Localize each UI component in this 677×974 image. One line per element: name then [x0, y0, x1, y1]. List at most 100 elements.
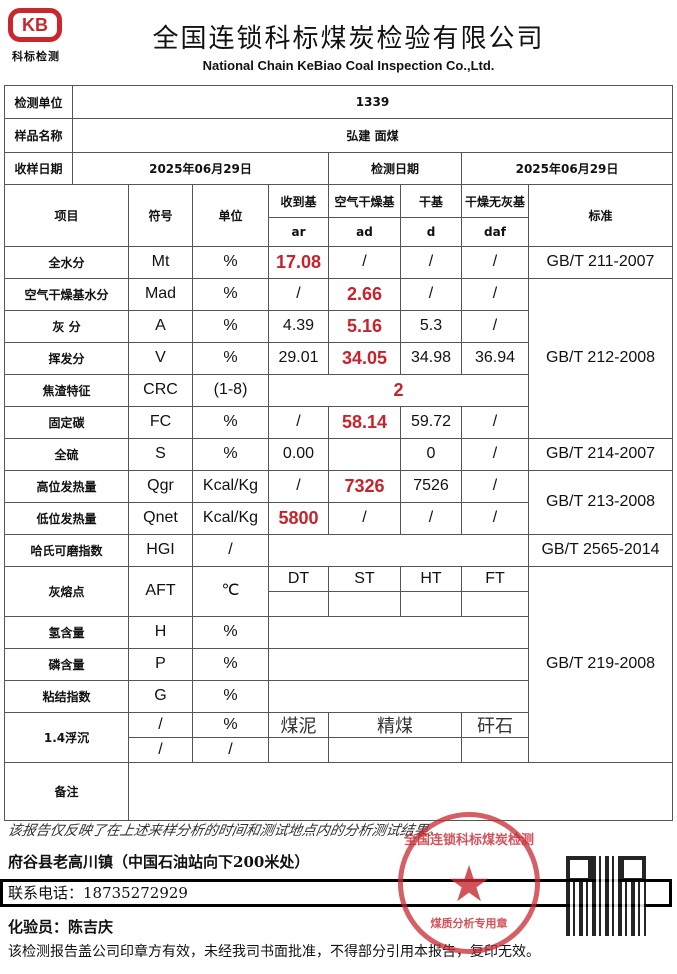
row-item: 灰熔点: [4, 566, 129, 617]
row-ad: [328, 438, 401, 471]
row-unit: %: [192, 680, 269, 713]
row-ar: 5800: [268, 502, 329, 535]
float-sink-value: [268, 737, 329, 763]
standard: GB/T 2565-2014: [528, 534, 673, 567]
row-unit: %: [192, 246, 269, 279]
standard: GB/T 214-2007: [528, 438, 673, 471]
row-unit: %: [192, 712, 269, 738]
row-ad: 58.14: [328, 406, 401, 439]
phone-box: [0, 879, 672, 907]
row-d: 0: [400, 438, 462, 471]
row-ad: 2.66: [328, 278, 401, 311]
row-item: 灰 分: [4, 310, 129, 343]
qr-code: [566, 856, 646, 936]
company-seal: 全国连锁科标煤炭检测 ★ 煤质分析专用章: [398, 812, 540, 954]
row-unit: Kcal/Kg: [192, 502, 269, 535]
col-standard: 标准: [528, 184, 673, 247]
row-daf: /: [461, 406, 529, 439]
col-d: d: [400, 217, 462, 247]
row-daf: /: [461, 278, 529, 311]
row-value: [268, 534, 529, 567]
row-d: 34.98: [400, 342, 462, 375]
row-d: /: [400, 278, 462, 311]
col-daf-cn: 干燥无灰基: [461, 184, 529, 218]
company-name-en: National Chain KeBiao Coal Inspection Co…: [202, 58, 495, 73]
row-item: 高位发热量: [4, 470, 129, 503]
row-value: 2: [268, 374, 529, 407]
row-daf: /: [461, 310, 529, 343]
row-symbol: AFT: [128, 566, 193, 617]
row-symbol: /: [128, 712, 193, 738]
company-name-cn: 全国连锁科标煤炭检验有限公司: [152, 24, 545, 54]
received-date: 2025年06月29日: [72, 152, 329, 185]
row-symbol: Qnet: [128, 502, 193, 535]
row-ad: /: [328, 502, 401, 535]
row-unit: %: [192, 648, 269, 681]
row-symbol: Qgr: [128, 470, 193, 503]
col-ar-cn: 收到基: [268, 184, 329, 218]
test-date: 2025年06月29日: [461, 152, 673, 185]
float-sink-value: [461, 737, 529, 763]
row-unit: %: [192, 342, 269, 375]
row-ad: 5.16: [328, 310, 401, 343]
row-ar: 0.00: [268, 438, 329, 471]
col-item: 项目: [4, 184, 129, 247]
logo-text: 科标检测: [12, 50, 60, 63]
col-symbol: 符号: [128, 184, 193, 247]
col-daf: daf: [461, 217, 529, 247]
row-symbol: HGI: [128, 534, 193, 567]
row-ar: 17.08: [268, 246, 329, 279]
validity-note: 该检测报告盖公司印章方有效，未经我司书面批准，不得部分引用本报告，复印无效。: [8, 944, 540, 960]
aft-value: [461, 591, 529, 617]
row-unit: /: [192, 534, 269, 567]
col-d-cn: 干基: [400, 184, 462, 218]
row-unit: %: [192, 616, 269, 649]
row-unit: Kcal/Kg: [192, 470, 269, 503]
row-daf: /: [461, 438, 529, 471]
row-symbol: P: [128, 648, 193, 681]
inspector: 化验员：陈吉庆: [8, 918, 114, 936]
row-unit: /: [192, 737, 269, 763]
row-value: [268, 680, 529, 713]
row-ar: /: [268, 278, 329, 311]
standard: GB/T 211-2007: [528, 246, 673, 279]
float-sink-header: 精煤: [328, 712, 462, 738]
row-daf: 36.94: [461, 342, 529, 375]
seal-bottom-text: 煤质分析专用章: [430, 917, 508, 930]
row-item: 挥发分: [4, 342, 129, 375]
row-unit: ℃: [192, 566, 269, 617]
row-d: 5.3: [400, 310, 462, 343]
standard: GB/T 213-2008: [528, 470, 673, 535]
aft-sub-header: FT: [461, 566, 529, 592]
row-ad: /: [328, 246, 401, 279]
row-ar: 4.39: [268, 310, 329, 343]
row-daf: /: [461, 470, 529, 503]
aft-value: [400, 591, 462, 617]
row-daf: /: [461, 246, 529, 279]
float-sink-header: 矸石: [461, 712, 529, 738]
row-item: 粘结指数: [4, 680, 129, 713]
col-ad-cn: 空气干燥基: [328, 184, 401, 218]
row-item: 哈氏可磨指数: [4, 534, 129, 567]
phone: 联系电话：18735272929: [8, 884, 188, 902]
col-unit: 单位: [192, 184, 269, 247]
row-item: 全硫: [4, 438, 129, 471]
star-icon: ★: [446, 855, 492, 913]
logo-mark: KB: [8, 8, 62, 42]
float-sink-header: 煤泥: [268, 712, 329, 738]
aft-value: [328, 591, 401, 617]
aft-value: [268, 591, 329, 617]
row-d: 59.72: [400, 406, 462, 439]
row-item: 氢含量: [4, 616, 129, 649]
row-value: [268, 648, 529, 681]
float-sink-value: [328, 737, 462, 763]
test-date-label: 检测日期: [328, 152, 462, 185]
row-symbol: FC: [128, 406, 193, 439]
col-ar: ar: [268, 217, 329, 247]
standard: GB/T 212-2008: [528, 278, 673, 439]
remarks-value: [128, 762, 673, 821]
row-symbol: /: [128, 737, 193, 763]
aft-sub-header: ST: [328, 566, 401, 592]
row-value: [268, 616, 529, 649]
